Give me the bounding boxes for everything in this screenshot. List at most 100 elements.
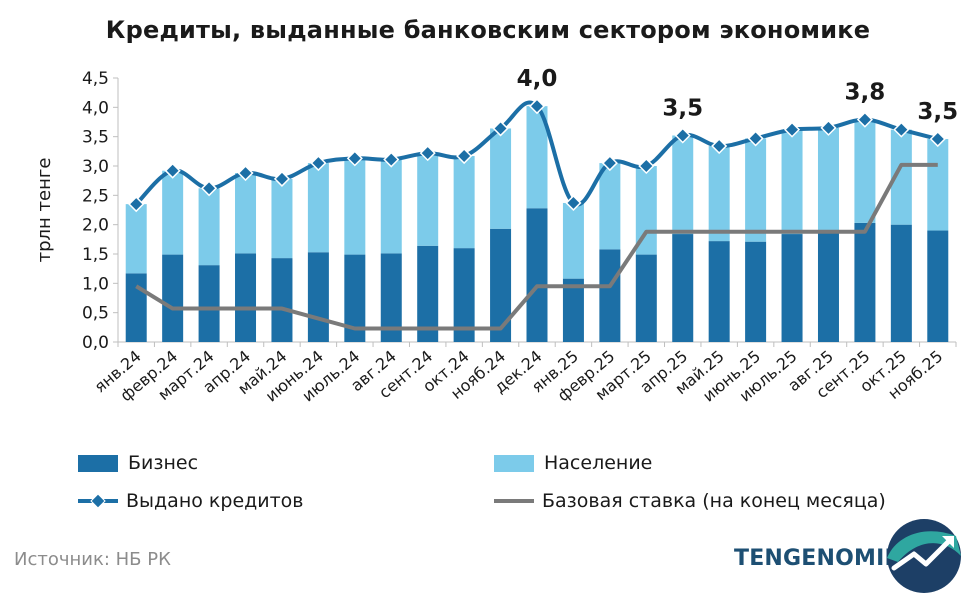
y-tick-label: 4,5 — [82, 69, 109, 89]
data-label: 3,5 — [917, 99, 958, 125]
bar-population — [599, 163, 621, 250]
issued-marker — [820, 119, 837, 136]
bar-business — [380, 253, 402, 342]
legend-base-rate-label: Базовая ставка (на конец месяца) — [542, 490, 886, 512]
legend-business-label: Бизнес — [128, 452, 199, 474]
y-axis-label: трлн тенге — [34, 158, 55, 263]
legend-base-rate-swatch — [494, 499, 534, 503]
bar-population — [672, 135, 694, 235]
bar-business — [927, 230, 949, 342]
bar-business — [745, 241, 767, 342]
bar-business — [162, 254, 184, 342]
chart-title: Кредиты, выданные банковским сектором эк… — [105, 16, 871, 44]
bar-business — [271, 258, 293, 342]
issued-marker — [419, 145, 436, 162]
bar-population — [817, 127, 839, 233]
issued-marker — [310, 155, 327, 172]
issued-marker — [638, 157, 655, 175]
issued-marker — [747, 130, 764, 147]
issued-marker — [856, 111, 873, 128]
legend-population-label: Население — [544, 452, 653, 474]
issued-marker — [528, 98, 546, 115]
x-tick-labels: янв.24февр.24март.24апр.24май.24июнь.24и… — [90, 347, 946, 406]
bar-business — [672, 234, 694, 342]
legend-issued: Выдано кредитов — [78, 490, 304, 512]
bar-population — [307, 163, 329, 253]
bars — [125, 106, 949, 342]
bar-population — [854, 119, 876, 223]
issued-marker — [492, 120, 509, 137]
bar-population — [526, 106, 548, 209]
bar-business — [599, 249, 621, 342]
y-tick-label: 0,5 — [82, 304, 109, 324]
annotations: 4,0 3,5 3,8 3,5 — [517, 66, 959, 125]
bar-population — [490, 128, 512, 229]
issued-marker — [674, 127, 691, 144]
y-tick-label: 3,0 — [82, 157, 109, 177]
legend-base-rate: Базовая ставка (на конец месяца) — [494, 490, 886, 512]
bar-business — [890, 224, 912, 342]
legend-issued-label: Выдано кредитов — [126, 490, 304, 512]
bar-population — [417, 153, 439, 246]
base-rate-line — [135, 162, 938, 331]
bar-business — [526, 208, 548, 342]
data-label: 4,0 — [517, 66, 558, 92]
issued-marker — [711, 137, 728, 155]
bar-business — [854, 222, 876, 342]
bar-population — [271, 178, 293, 259]
y-tick-label: 1,0 — [82, 274, 109, 294]
bar-business — [453, 248, 475, 342]
y-tick-label: 1,5 — [82, 245, 109, 265]
y-tick-label: 2,5 — [82, 186, 109, 206]
issued-marker — [929, 130, 946, 148]
bar-business — [490, 228, 512, 342]
bar-business — [635, 254, 657, 342]
bar-business — [708, 241, 730, 342]
issued-marker — [783, 121, 801, 138]
legend-population: Население — [494, 452, 652, 474]
legend-issued-swatch — [78, 493, 118, 509]
y-tick-label: 3,5 — [82, 128, 109, 148]
bar-population — [453, 156, 475, 249]
bar-population — [890, 129, 912, 225]
issued-marker — [201, 180, 218, 197]
legend-population-swatch — [494, 454, 534, 472]
bar-population — [781, 129, 803, 235]
bar-business — [125, 273, 147, 342]
bar-business — [417, 245, 439, 342]
bar-population — [162, 170, 184, 255]
base-rate-series — [135, 162, 938, 331]
issued-marker — [164, 162, 181, 179]
bar-population — [745, 138, 767, 242]
issued-marker — [273, 170, 291, 187]
brand-logo-icon — [887, 519, 961, 593]
issued-marker — [128, 196, 145, 213]
bar-business — [344, 254, 366, 342]
bar-business — [198, 265, 220, 342]
bar-business — [562, 278, 584, 342]
bar-population — [380, 159, 402, 254]
legend-business-swatch — [78, 454, 118, 472]
bar-population — [198, 188, 220, 266]
y-tick-label: 2,0 — [82, 216, 109, 236]
bar-business — [781, 234, 803, 342]
bar-population — [562, 202, 584, 279]
legend-business: Бизнес — [78, 452, 198, 474]
bar-population — [927, 139, 949, 231]
y-tick-label: 0,0 — [82, 333, 109, 353]
issued-marker — [346, 150, 363, 167]
bar-population — [708, 146, 730, 242]
bar-business — [307, 252, 329, 342]
bar-population — [344, 158, 366, 255]
y-tick-label: 4,0 — [82, 98, 109, 118]
bar-business — [235, 253, 257, 342]
issued-marker — [456, 147, 473, 165]
source-note: Источник: НБ РК — [14, 549, 171, 570]
bar-population — [235, 173, 257, 254]
issued-marker — [383, 151, 400, 168]
issued-marker — [565, 194, 582, 212]
issued-marker — [893, 121, 910, 138]
issued-marker — [601, 155, 618, 172]
issued-series — [128, 98, 946, 213]
data-label: 3,8 — [845, 80, 886, 106]
